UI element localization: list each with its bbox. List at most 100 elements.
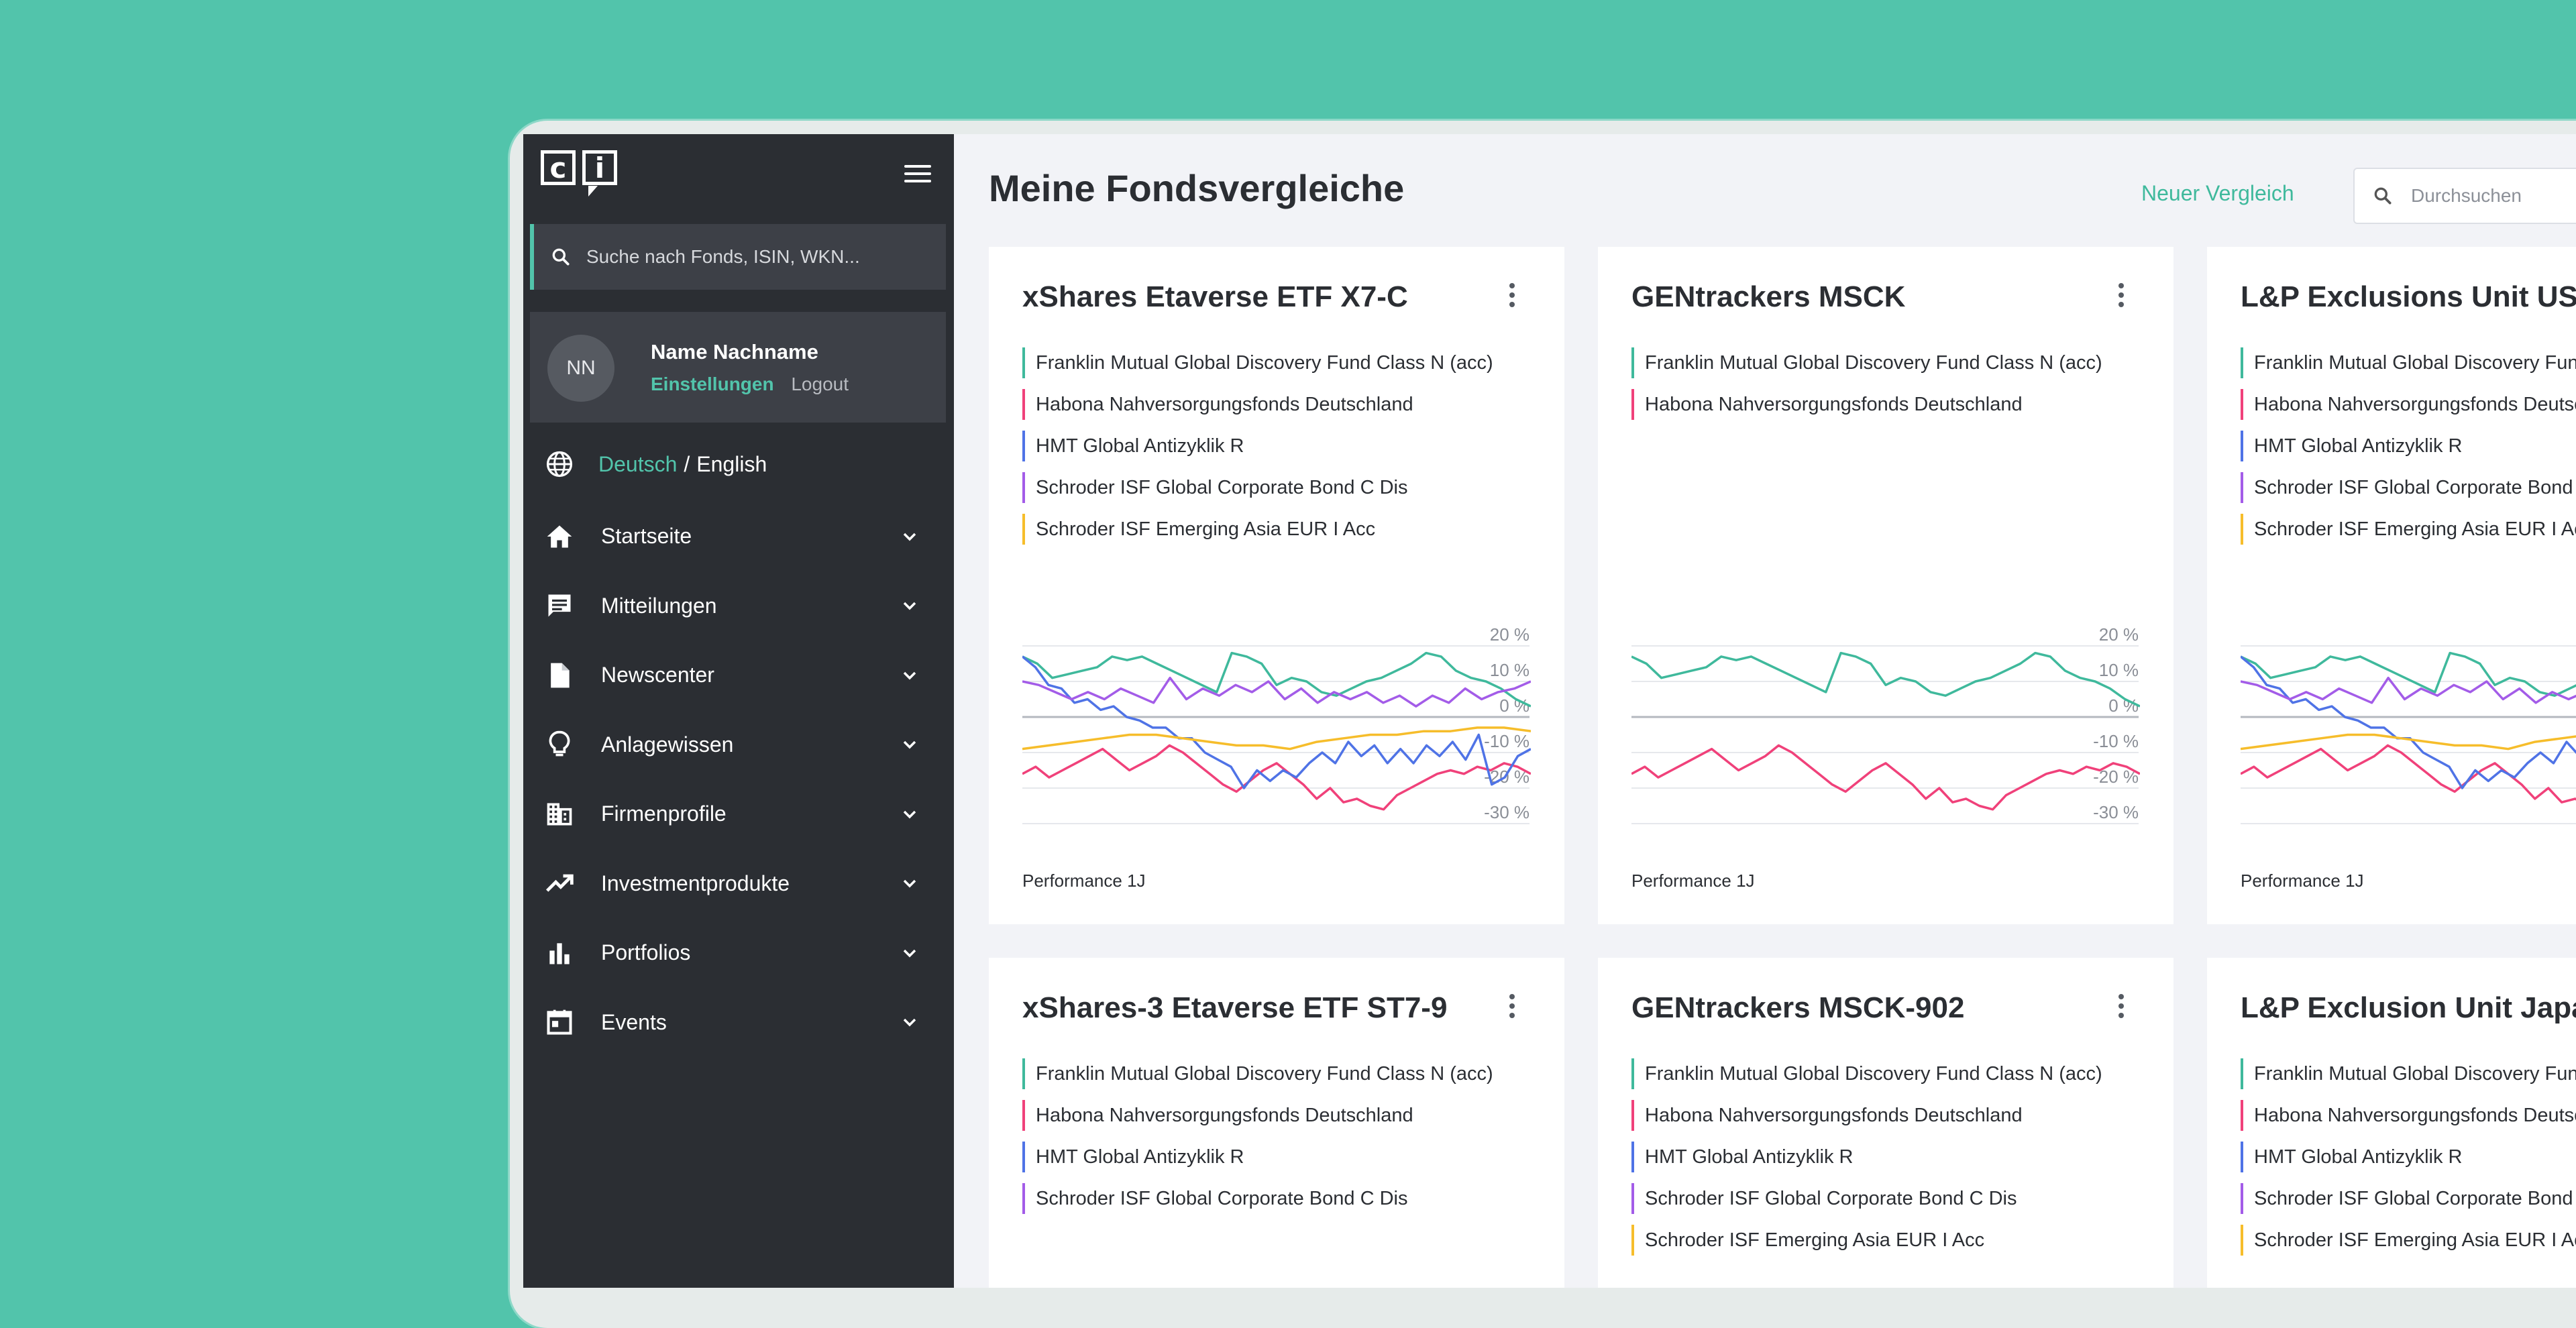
nav-item-investmentprodukte[interactable]: Investmentprodukte [523, 849, 954, 919]
avatar[interactable]: NN [547, 335, 614, 402]
comparison-search-input[interactable] [2410, 184, 2576, 207]
more-vert-icon[interactable] [1509, 994, 1516, 1021]
fund-legend-item: Schroder ISF Global Corporate Bond C Dis [2241, 472, 2576, 503]
nav-item-mitteilungen[interactable]: Mitteilungen [523, 571, 954, 641]
settings-link[interactable]: Einstellungen [651, 374, 774, 394]
language-deutsch[interactable]: Deutsch [598, 451, 678, 476]
fund-legend-item: HMT Global Antizyklik R [2241, 1142, 2576, 1172]
y-tick-label: 20 % [1490, 624, 1529, 645]
nav-item-startseite[interactable]: Startseite [523, 502, 954, 571]
user-links: Einstellungen Logout [651, 374, 849, 395]
y-tick-label: -30 % [2093, 802, 2139, 822]
fund-legend-item: Schroder ISF Emerging Asia EUR I Acc [2241, 1225, 2576, 1256]
performance-chart: 20 %10 %0 %-10 %-20 %-30 % [1022, 624, 1531, 824]
card-title: L&P Exclusion Unit Japan [2241, 991, 2576, 1024]
card-title: GENtrackers MSCK-902 [1631, 991, 1965, 1024]
fund-legend-item: Franklin Mutual Global Discovery Fund Cl… [1022, 1058, 1493, 1089]
main-navigation: Startseite Mitteilungen Newscenter Anlag… [523, 502, 954, 1057]
chevron-down-icon [903, 880, 916, 888]
fund-legend-item: Franklin Mutual Global Discovery Fund Cl… [2241, 347, 2576, 378]
nav-label: Firmenprofile [601, 801, 727, 826]
nav-label: Mitteilungen [601, 593, 717, 618]
more-vert-icon[interactable] [2118, 283, 2125, 310]
nav-label: Events [601, 1009, 667, 1034]
more-vert-icon[interactable] [2118, 994, 2125, 1021]
fund-legend-item: HMT Global Antizyklik R [1022, 431, 1493, 461]
nav-item-portfolios[interactable]: Portfolios [523, 918, 954, 988]
fund-legend: Franklin Mutual Global Discovery Fund Cl… [1631, 347, 2102, 431]
fund-legend-item: Franklin Mutual Global Discovery Fund Cl… [1022, 347, 1493, 378]
nav-item-events[interactable]: Events [523, 988, 954, 1058]
nav-item-firmenprofile[interactable]: Firmenprofile [523, 779, 954, 849]
logout-link[interactable]: Logout [791, 374, 849, 394]
new-comparison-button[interactable]: Neuer Vergleich [2141, 181, 2294, 205]
card-title: GENtrackers MSCK [1631, 280, 1906, 313]
fund-legend: Franklin Mutual Global Discovery Fund Cl… [2241, 347, 2576, 555]
fund-legend-item: Habona Nahversorgungsfonds Deutschland [1022, 389, 1493, 420]
fund-legend-item: Habona Nahversorgungsfonds Deutschland [1631, 1100, 2102, 1131]
page-title: Meine Fondsvergleiche [989, 167, 1405, 209]
card-title: xShares-3 Etaverse ETF ST7-9 [1022, 991, 1448, 1024]
fund-search-box [530, 224, 946, 290]
comparison-search-box [2353, 168, 2576, 224]
fund-legend: Franklin Mutual Global Discovery Fund Cl… [1631, 1058, 2102, 1266]
y-tick-label: 20 % [2099, 624, 2139, 645]
fund-legend-item: Habona Nahversorgungsfonds Deutschland [2241, 1100, 2576, 1131]
hamburger-menu-icon[interactable] [904, 165, 931, 184]
fund-legend-item: HMT Global Antizyklik R [1022, 1142, 1493, 1172]
y-tick-label: 10 % [1490, 660, 1529, 680]
chevron-down-icon [903, 949, 916, 958]
comparison-card[interactable]: xShares Etaverse ETF X7-C Franklin Mutual… [989, 247, 1564, 924]
fund-legend-item: Franklin Mutual Global Discovery Fund Cl… [1631, 1058, 2102, 1089]
calendar-icon [547, 1009, 572, 1035]
language-switcher: Deutsch / English [545, 449, 767, 479]
comparison-card[interactable]: L&P Exclusions Unit USA Franklin Mutual G… [2207, 247, 2576, 924]
fund-legend-item: Schroder ISF Global Corporate Bond C Dis [1022, 472, 1493, 503]
chat-icon [548, 594, 571, 617]
comparison-card[interactable]: xShares-3 Etaverse ETF ST7-9 Franklin Mut… [989, 958, 1564, 1288]
series-line-hmt [1022, 655, 1531, 789]
nav-label: Anlagewissen [601, 732, 734, 757]
app-screen: c i NN Name Nachname Einstellungen Logou… [523, 134, 2576, 1288]
series-line-schroder_bond [2241, 676, 2576, 704]
main-content: Meine Fondsvergleiche Neuer Vergleich xS… [954, 134, 2576, 1288]
more-vert-icon[interactable] [1509, 283, 1516, 310]
comparison-card[interactable]: GENtrackers MSCK-902 Franklin Mutual Glob… [1598, 958, 2174, 1288]
performance-chart: 20 %10 %0 %-10 %-20 %-30 % [1631, 624, 2140, 824]
series-line-schroder_asia [1022, 726, 1531, 751]
comparison-card[interactable]: GENtrackers MSCK Franklin Mutual Global D… [1598, 247, 2174, 924]
user-panel: NN Name Nachname Einstellungen Logout [530, 312, 946, 423]
series-line-hmt [2241, 655, 2576, 789]
fund-legend: Franklin Mutual Global Discovery Fund Cl… [1022, 1058, 1493, 1225]
nav-label: Investmentprodukte [601, 871, 790, 895]
nav-item-newscenter[interactable]: Newscenter [523, 641, 954, 710]
nav-label: Portfolios [601, 940, 691, 965]
lightbulb-icon [549, 731, 570, 757]
home-icon [547, 525, 572, 548]
fund-legend-item: Schroder ISF Global Corporate Bond C Dis [1022, 1183, 1493, 1214]
comparison-card[interactable]: L&P Exclusion Unit Japan Franklin Mutual … [2207, 958, 2576, 1288]
building-icon [547, 803, 572, 826]
fund-legend-item: HMT Global Antizyklik R [1631, 1142, 2102, 1172]
fund-legend-item: Schroder ISF Emerging Asia EUR I Acc [1022, 514, 1493, 545]
logo-letter-c: c [541, 150, 576, 185]
document-icon [551, 663, 570, 688]
trending-up-icon [545, 874, 574, 892]
nav-item-anlagewissen[interactable]: Anlagewissen [523, 710, 954, 780]
series-line-franklin [1631, 651, 2140, 708]
chevron-down-icon [903, 810, 916, 819]
logo-letter-i: i [582, 150, 617, 197]
chevron-down-icon [903, 533, 916, 541]
fund-legend-item: Schroder ISF Emerging Asia EUR I Acc [2241, 514, 2576, 545]
series-line-schroder_bond [1022, 676, 1531, 708]
sidebar: c i NN Name Nachname Einstellungen Logou… [523, 134, 954, 1288]
fund-legend: Franklin Mutual Global Discovery Fund Cl… [2241, 1058, 2576, 1266]
fund-legend-item: Schroder ISF Global Corporate Bond C Dis [2241, 1183, 2576, 1214]
app-logo[interactable]: c i [541, 150, 617, 197]
fund-legend-item: Habona Nahversorgungsfonds Deutschland [2241, 389, 2576, 420]
fund-legend-item: Schroder ISF Emerging Asia EUR I Acc [1631, 1225, 2102, 1256]
y-tick-label: -30 % [1484, 802, 1529, 822]
language-english[interactable]: English [696, 451, 767, 476]
fund-search-input[interactable] [585, 245, 923, 268]
chart-caption: Performance 1J [1022, 871, 1146, 891]
